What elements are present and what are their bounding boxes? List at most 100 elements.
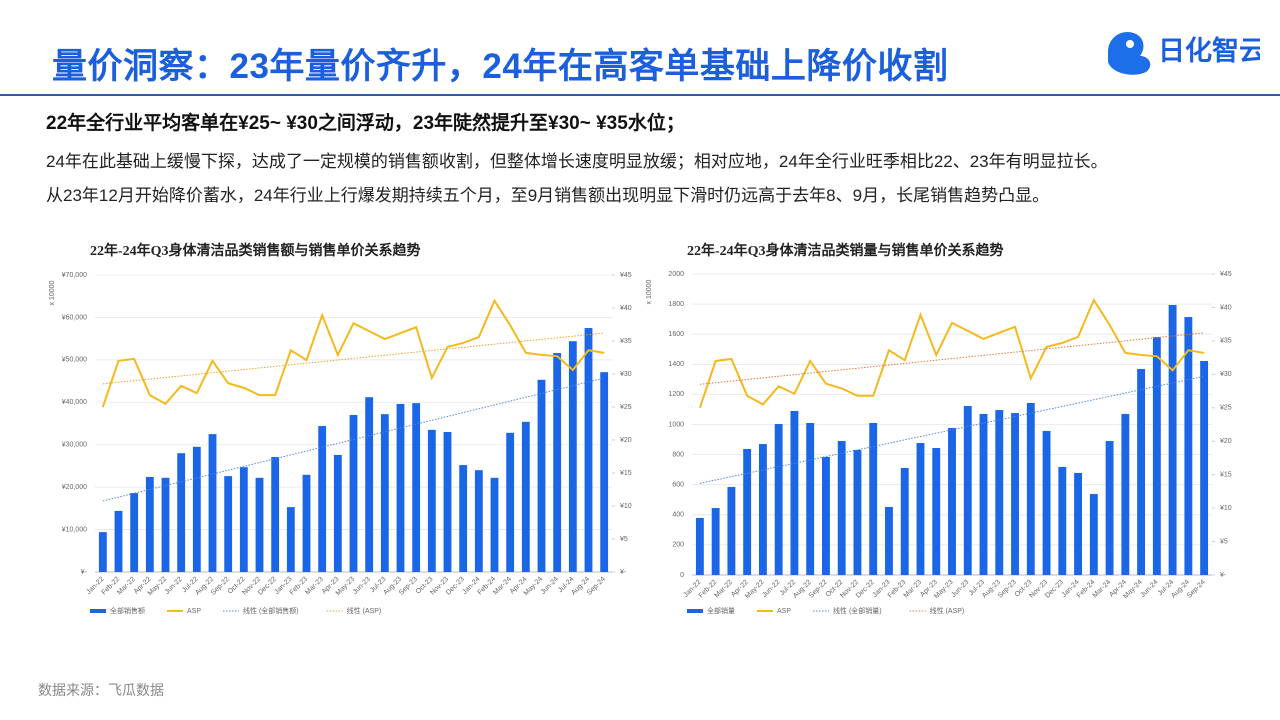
legend-label: 线性 (ASP) [347,606,382,615]
bar [192,446,201,572]
legend-label: 全部销量 [707,606,735,615]
trendline [699,332,1205,385]
x-tick-label: Mar-24 [492,576,513,597]
y2-tick-label: ¥40 [620,305,632,312]
logo-eye [1126,40,1134,48]
y2-tick-label: ¥20 [1220,438,1232,445]
bar [412,403,421,572]
y-tick-label: 1000 [668,421,684,428]
bar [474,470,483,572]
bar [932,447,941,575]
legend-label: ASP [187,608,201,615]
legend-label: 线性 (ASP) [930,606,965,615]
y-tick-label: 1600 [668,331,684,338]
bar [553,353,562,572]
y-tick-label: 0 [680,572,684,579]
bar [711,508,720,575]
bar [114,510,123,572]
bar [695,517,704,575]
bar [302,474,311,572]
x-tick-label: Mar-23 [304,576,325,597]
bar [145,476,154,572]
legend-label: 全部销售额 [110,606,145,615]
legend-swatch [90,609,106,613]
summary-line: 24年在此基础上缓慢下探，达成了一定规模的销售额收割，但整体增长速度明显放缓；相… [46,152,1108,171]
y-tick-label: ¥30,000 [62,442,87,449]
bar [900,467,909,575]
x-tick-label: Mar-22 [116,576,137,597]
bar [1168,305,1177,575]
trendline [699,375,1205,484]
bar [885,506,893,575]
bar [396,403,405,572]
logo-icon [1108,32,1151,75]
y-tick-label: ¥20,000 [62,484,87,491]
y-tick-label: ¥70,000 [62,272,87,279]
y-tick-label: 1400 [668,361,684,368]
bar [365,397,374,572]
legend-swatch [687,609,703,613]
y2-tick-label: ¥45 [620,272,632,279]
bar [1105,441,1114,575]
bar [1026,402,1035,575]
bar [853,449,862,575]
bar [255,477,264,572]
bar [995,410,1004,575]
bar [177,453,186,572]
bar [979,413,988,575]
legend-label: 线性 (全部销售额) [243,606,299,615]
bar [1058,466,1067,575]
bar [161,477,170,572]
header-rule [0,94,1280,96]
y2-tick-label: ¥5 [1220,538,1228,545]
y-tick-label: ¥- [81,569,88,576]
y2-tick-label: ¥15 [620,470,632,477]
bar [130,493,139,572]
bar [948,427,956,575]
bar [916,443,925,575]
x-tick-label: Jun-22 [164,576,184,596]
y2-tick-label: ¥25 [1220,405,1232,412]
bar [349,415,358,572]
page-title: 量价洞察：23年量价齐升，24年在高客单基础上降价收割 [52,47,949,86]
bar [806,422,815,575]
legend-label: ASP [777,608,791,615]
bar [584,328,593,572]
y-tick-label: 2000 [668,271,684,278]
bar [333,454,342,572]
line [698,297,1205,409]
bar [600,372,609,572]
bar [1200,360,1209,575]
y2-tick-label: ¥35 [620,338,632,345]
y-tick-label: 400 [672,512,684,519]
y-unit-label: x 10000 [646,279,653,304]
y-tick-label: ¥40,000 [62,399,87,406]
y2-tick-label: ¥45 [1220,271,1232,278]
source: 数据来源：飞瓜数据 [38,682,164,698]
line [101,298,605,408]
bar [963,405,972,575]
headline: 22年全行业平均客单在¥25~ ¥30之间浮动，23年陡然提升至¥30~ ¥35… [46,113,685,134]
bar [1137,368,1146,575]
chart-title: 22年-24年Q3身体清洁品类销售额与销售单价关系趋势 [90,242,421,259]
bar [869,422,878,575]
bar [822,457,830,575]
bar [443,431,452,572]
bar [98,532,107,572]
bar [459,465,468,572]
bar [568,341,577,572]
bar [380,414,389,572]
bar [208,434,217,572]
x-tick-label: Jun-24 [1139,579,1159,599]
bar [1121,413,1130,575]
trendline [102,377,605,502]
bar [271,457,280,572]
bar [837,441,846,575]
bar [758,444,767,575]
bar [537,379,546,572]
bar [506,432,515,572]
x-tick-label: Mar-23 [903,579,924,600]
bar [743,449,752,575]
